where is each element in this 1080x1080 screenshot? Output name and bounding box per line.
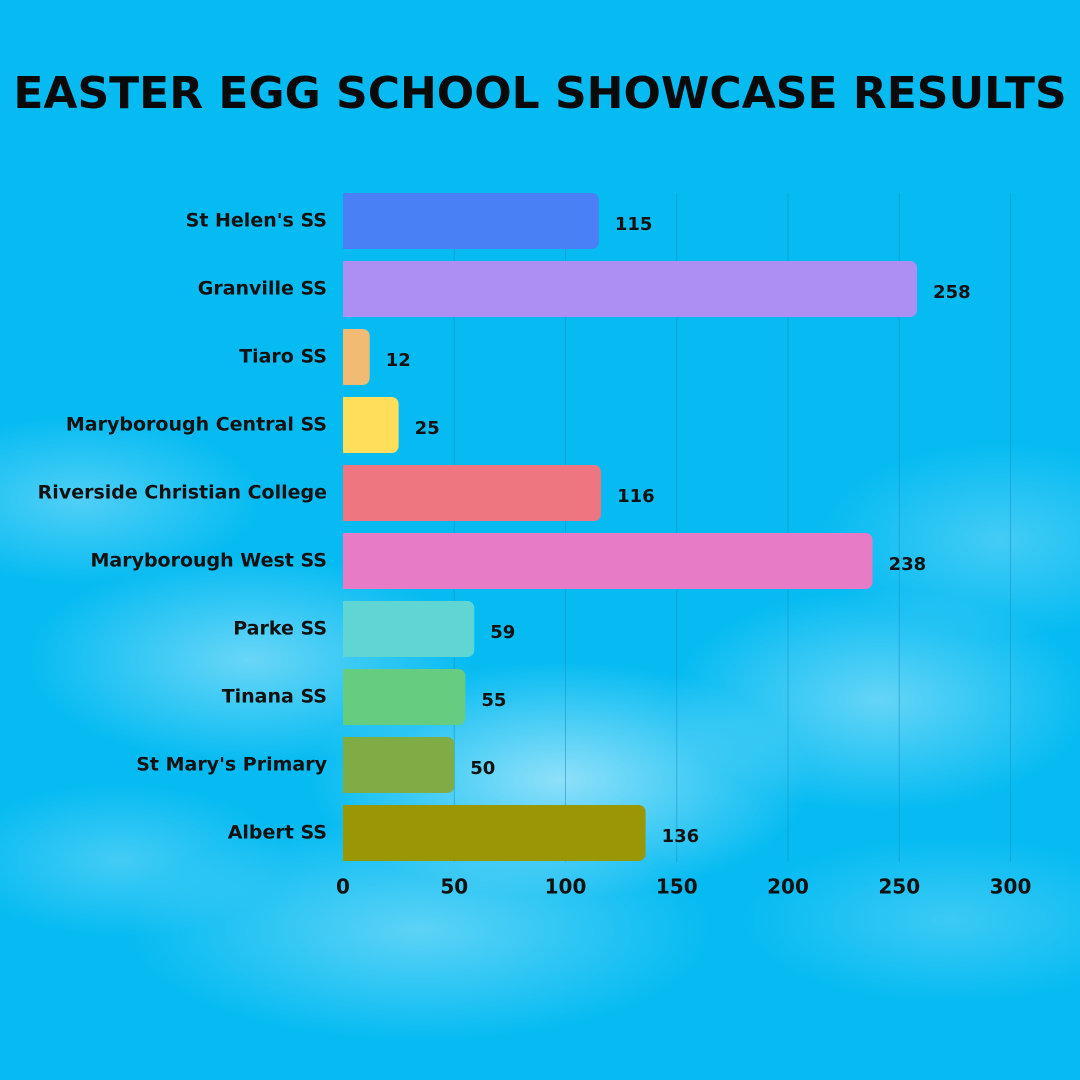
bar-5-base — [343, 465, 351, 521]
value-label-4: 25 — [415, 418, 440, 439]
category-label-1: St Helen's SS — [186, 210, 327, 232]
bar-10 — [343, 805, 646, 861]
bar-7-base — [343, 601, 351, 657]
category-label-6: Maryborough West SS — [90, 550, 327, 572]
category-label-2: Granville SS — [198, 278, 327, 300]
bar-1 — [343, 193, 599, 249]
value-label-6: 238 — [889, 554, 927, 575]
category-label-3: Tiaro SS — [239, 346, 327, 368]
value-label-10: 136 — [662, 826, 700, 847]
category-labels: St Helen's SS Granville SS Tiaro SS Marybor… — [38, 210, 328, 844]
bar-1-base — [343, 193, 351, 249]
x-tick-label-300: 300 — [990, 875, 1032, 899]
category-label-8: Tinana SS — [222, 686, 327, 708]
bars — [343, 193, 918, 861]
category-label-5: Riverside Christian College — [38, 482, 327, 504]
bar-9-base — [343, 737, 351, 793]
bar-2-base — [343, 261, 351, 317]
value-label-7: 59 — [490, 622, 515, 643]
bar-7 — [343, 601, 475, 657]
bar-9 — [343, 737, 455, 793]
x-axis-tick-labels: 0 50 100 150 200 250 300 — [336, 875, 1031, 899]
value-labels: 115 258 12 25 116 238 59 55 50 136 — [386, 214, 971, 847]
x-tick-label-200: 200 — [767, 875, 809, 899]
bar-5 — [343, 465, 602, 521]
value-label-5: 116 — [617, 486, 655, 507]
value-label-3: 12 — [386, 350, 411, 371]
bar-8 — [343, 669, 466, 725]
bar-4-base — [343, 397, 351, 453]
x-tick-label-250: 250 — [878, 875, 920, 899]
value-label-8: 55 — [481, 690, 506, 711]
value-label-2: 258 — [933, 282, 971, 303]
chart-title: EASTER EGG SCHOOL SHOWCASE RESULTS — [13, 68, 1067, 119]
bar-6 — [343, 533, 873, 589]
bar-6-base — [343, 533, 351, 589]
x-tick-label-100: 100 — [545, 875, 587, 899]
x-tick-label-150: 150 — [656, 875, 698, 899]
category-label-10: Albert SS — [228, 822, 327, 844]
x-tick-label-50: 50 — [440, 875, 468, 899]
bar-10-base — [343, 805, 351, 861]
category-label-7: Parke SS — [233, 618, 327, 640]
value-label-9: 50 — [470, 758, 495, 779]
bar-2 — [343, 261, 918, 317]
bar-3-base — [343, 329, 351, 385]
bar-8-base — [343, 669, 351, 725]
category-label-4: Maryborough Central SS — [66, 414, 327, 436]
x-tick-label-0: 0 — [336, 875, 350, 899]
bar-4 — [343, 397, 399, 453]
value-label-1: 115 — [615, 214, 653, 235]
category-label-9: St Mary's Primary — [136, 754, 327, 776]
